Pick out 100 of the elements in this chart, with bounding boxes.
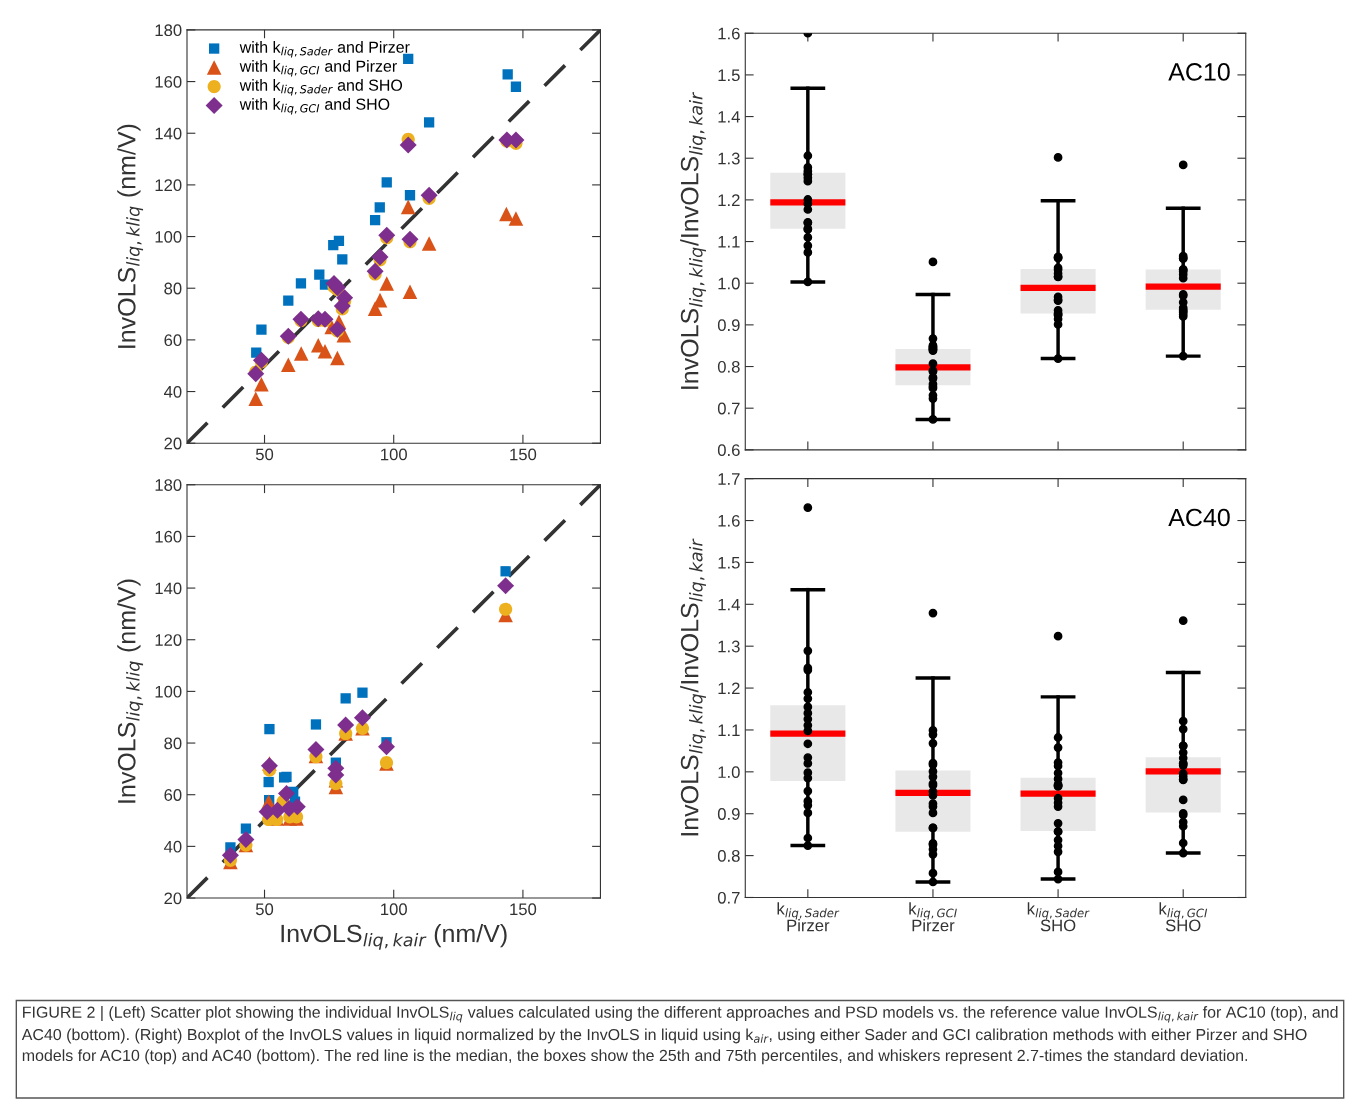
x-tick-label: 50 <box>255 448 274 461</box>
y-tick-label: 60 <box>164 789 182 801</box>
y-tick-label: 1.5 <box>718 556 740 569</box>
point <box>399 136 417 154</box>
point <box>333 235 345 247</box>
point <box>340 693 351 704</box>
y-tick-label: 1.5 <box>718 69 740 82</box>
point <box>295 278 307 289</box>
point <box>372 292 388 308</box>
point <box>337 716 355 734</box>
point <box>499 206 514 222</box>
point <box>371 248 389 266</box>
x-axis-title: InvOLS$_{liq,kair}$ (nm/V) <box>281 923 507 950</box>
point <box>260 757 278 775</box>
y-tick-label: 20 <box>164 437 182 450</box>
x-tick-label: 150 <box>510 448 537 461</box>
y-tick-label: 0.6 <box>717 444 740 457</box>
point <box>374 202 385 213</box>
point <box>256 324 267 335</box>
point <box>377 738 395 756</box>
point <box>420 186 438 204</box>
point <box>293 346 309 361</box>
point <box>379 276 395 291</box>
y-tick-label: 180 <box>155 479 182 491</box>
y-tick-label: 80 <box>164 737 182 750</box>
point <box>369 214 381 226</box>
point <box>500 566 511 577</box>
point <box>252 351 270 369</box>
y-tick-label: 0.7 <box>717 891 740 904</box>
y-tick-label: 100 <box>155 230 182 243</box>
x-tick-label: 100 <box>381 448 407 461</box>
annotation: AC10 <box>1168 63 1230 81</box>
point <box>357 687 368 698</box>
point <box>400 199 416 215</box>
x-tick-label: k$_{liq,Sader}$ SHO <box>1027 902 1090 932</box>
y-tick-label: 160 <box>155 75 182 88</box>
legend-label: with k$_{liq,Sader}$ and SHO <box>239 79 403 96</box>
y-tick-label: 160 <box>155 530 182 543</box>
y-tick-label: 1.1 <box>718 724 740 736</box>
y-tick-label: 0.7 <box>717 402 740 415</box>
point <box>248 391 264 407</box>
point <box>263 776 274 788</box>
y-tick-label: 40 <box>163 840 182 853</box>
y-tick-label: 1.0 <box>718 766 740 779</box>
point <box>237 830 255 848</box>
point <box>423 117 435 128</box>
point <box>281 357 296 372</box>
point <box>353 709 371 727</box>
x-tick-label: k$_{liq,Sader}$ Pirzer <box>777 902 840 932</box>
point <box>499 602 513 616</box>
point <box>381 177 392 188</box>
point <box>403 53 414 64</box>
y-tick-label: 120 <box>155 634 182 646</box>
point <box>401 230 419 248</box>
y-tick-label: 1.6 <box>718 27 740 40</box>
point <box>497 577 515 595</box>
y-axis-title: InvOLS$_{liq,kliq}$ (nm/V) <box>117 579 144 803</box>
point <box>402 284 418 300</box>
y-axis-title: InvOLS$_{liq,kliq}$/InvOLS$_{liq,kair}$ <box>680 91 706 389</box>
y-tick-label: 1.1 <box>718 236 740 248</box>
legend-label: with k$_{liq,Sader}$ and Pirzer <box>239 41 410 58</box>
point <box>421 236 437 251</box>
point <box>283 295 294 306</box>
y-tick-label: 1.3 <box>718 640 740 653</box>
y-tick-label: 1.3 <box>718 152 740 165</box>
x-tick-label: k$_{liq,GCI}$ Pirzer <box>909 902 957 932</box>
y-tick-label: 80 <box>164 282 182 295</box>
y-tick-label: 140 <box>155 582 182 595</box>
point <box>366 262 384 280</box>
y-tick-label: 1.7 <box>718 473 740 485</box>
point <box>307 741 325 759</box>
y-tick-label: 1.2 <box>718 194 740 206</box>
point <box>330 350 345 366</box>
point <box>221 846 239 864</box>
point <box>502 69 513 80</box>
annotation: AC40 <box>1168 508 1230 527</box>
x-tick-label: 100 <box>381 903 407 916</box>
legend-label: with k$_{liq,GCI}$ and Pirzer <box>239 60 397 77</box>
x-tick-label: 50 <box>255 903 274 916</box>
y-tick-label: 1.0 <box>718 277 740 290</box>
point <box>314 269 325 280</box>
y-tick-label: 0.9 <box>717 808 740 820</box>
point <box>310 719 322 730</box>
y-axis-title: InvOLS$_{liq,kliq}$ (nm/V) <box>117 124 144 348</box>
y-tick-label: 100 <box>155 685 182 698</box>
y-tick-label: 1.4 <box>718 598 740 611</box>
y-tick-label: 60 <box>164 334 182 347</box>
point <box>277 784 295 802</box>
point <box>508 211 524 226</box>
point <box>264 723 275 735</box>
y-tick-label: 0.9 <box>717 319 740 332</box>
y-tick-label: 140 <box>155 127 182 140</box>
y-tick-label: 0.8 <box>717 360 740 373</box>
y-tick-label: 0.8 <box>717 850 740 862</box>
y-axis-title: InvOLS$_{liq,kliq}$/InvOLS$_{liq,kair}$ <box>680 538 706 836</box>
point <box>404 190 416 201</box>
text: FIGURE 2 | (Left) Scatter plot showing the individual InvOLS$_{liq}$ values calculated using the different approaches and PSD models vs. the reference value InvOLS$_{liq,kair}$ for AC10 (top), and AC40 (bottom). (Right) Boxplot of the InvOLS values in liquid normalized by the InvOLS in liquid using k$_{air}$, using either Sader and GCI calibration methods with either Pirzer and SHO models for AC10 (top) and AC40 (bottom). The red line is the median, the boxes show the 25th and 75th percentiles, and whiskers represent 2.7-times the standard deviation. <box>21 1006 1338 1065</box>
point <box>247 365 265 383</box>
point <box>317 343 333 359</box>
point <box>337 254 348 265</box>
